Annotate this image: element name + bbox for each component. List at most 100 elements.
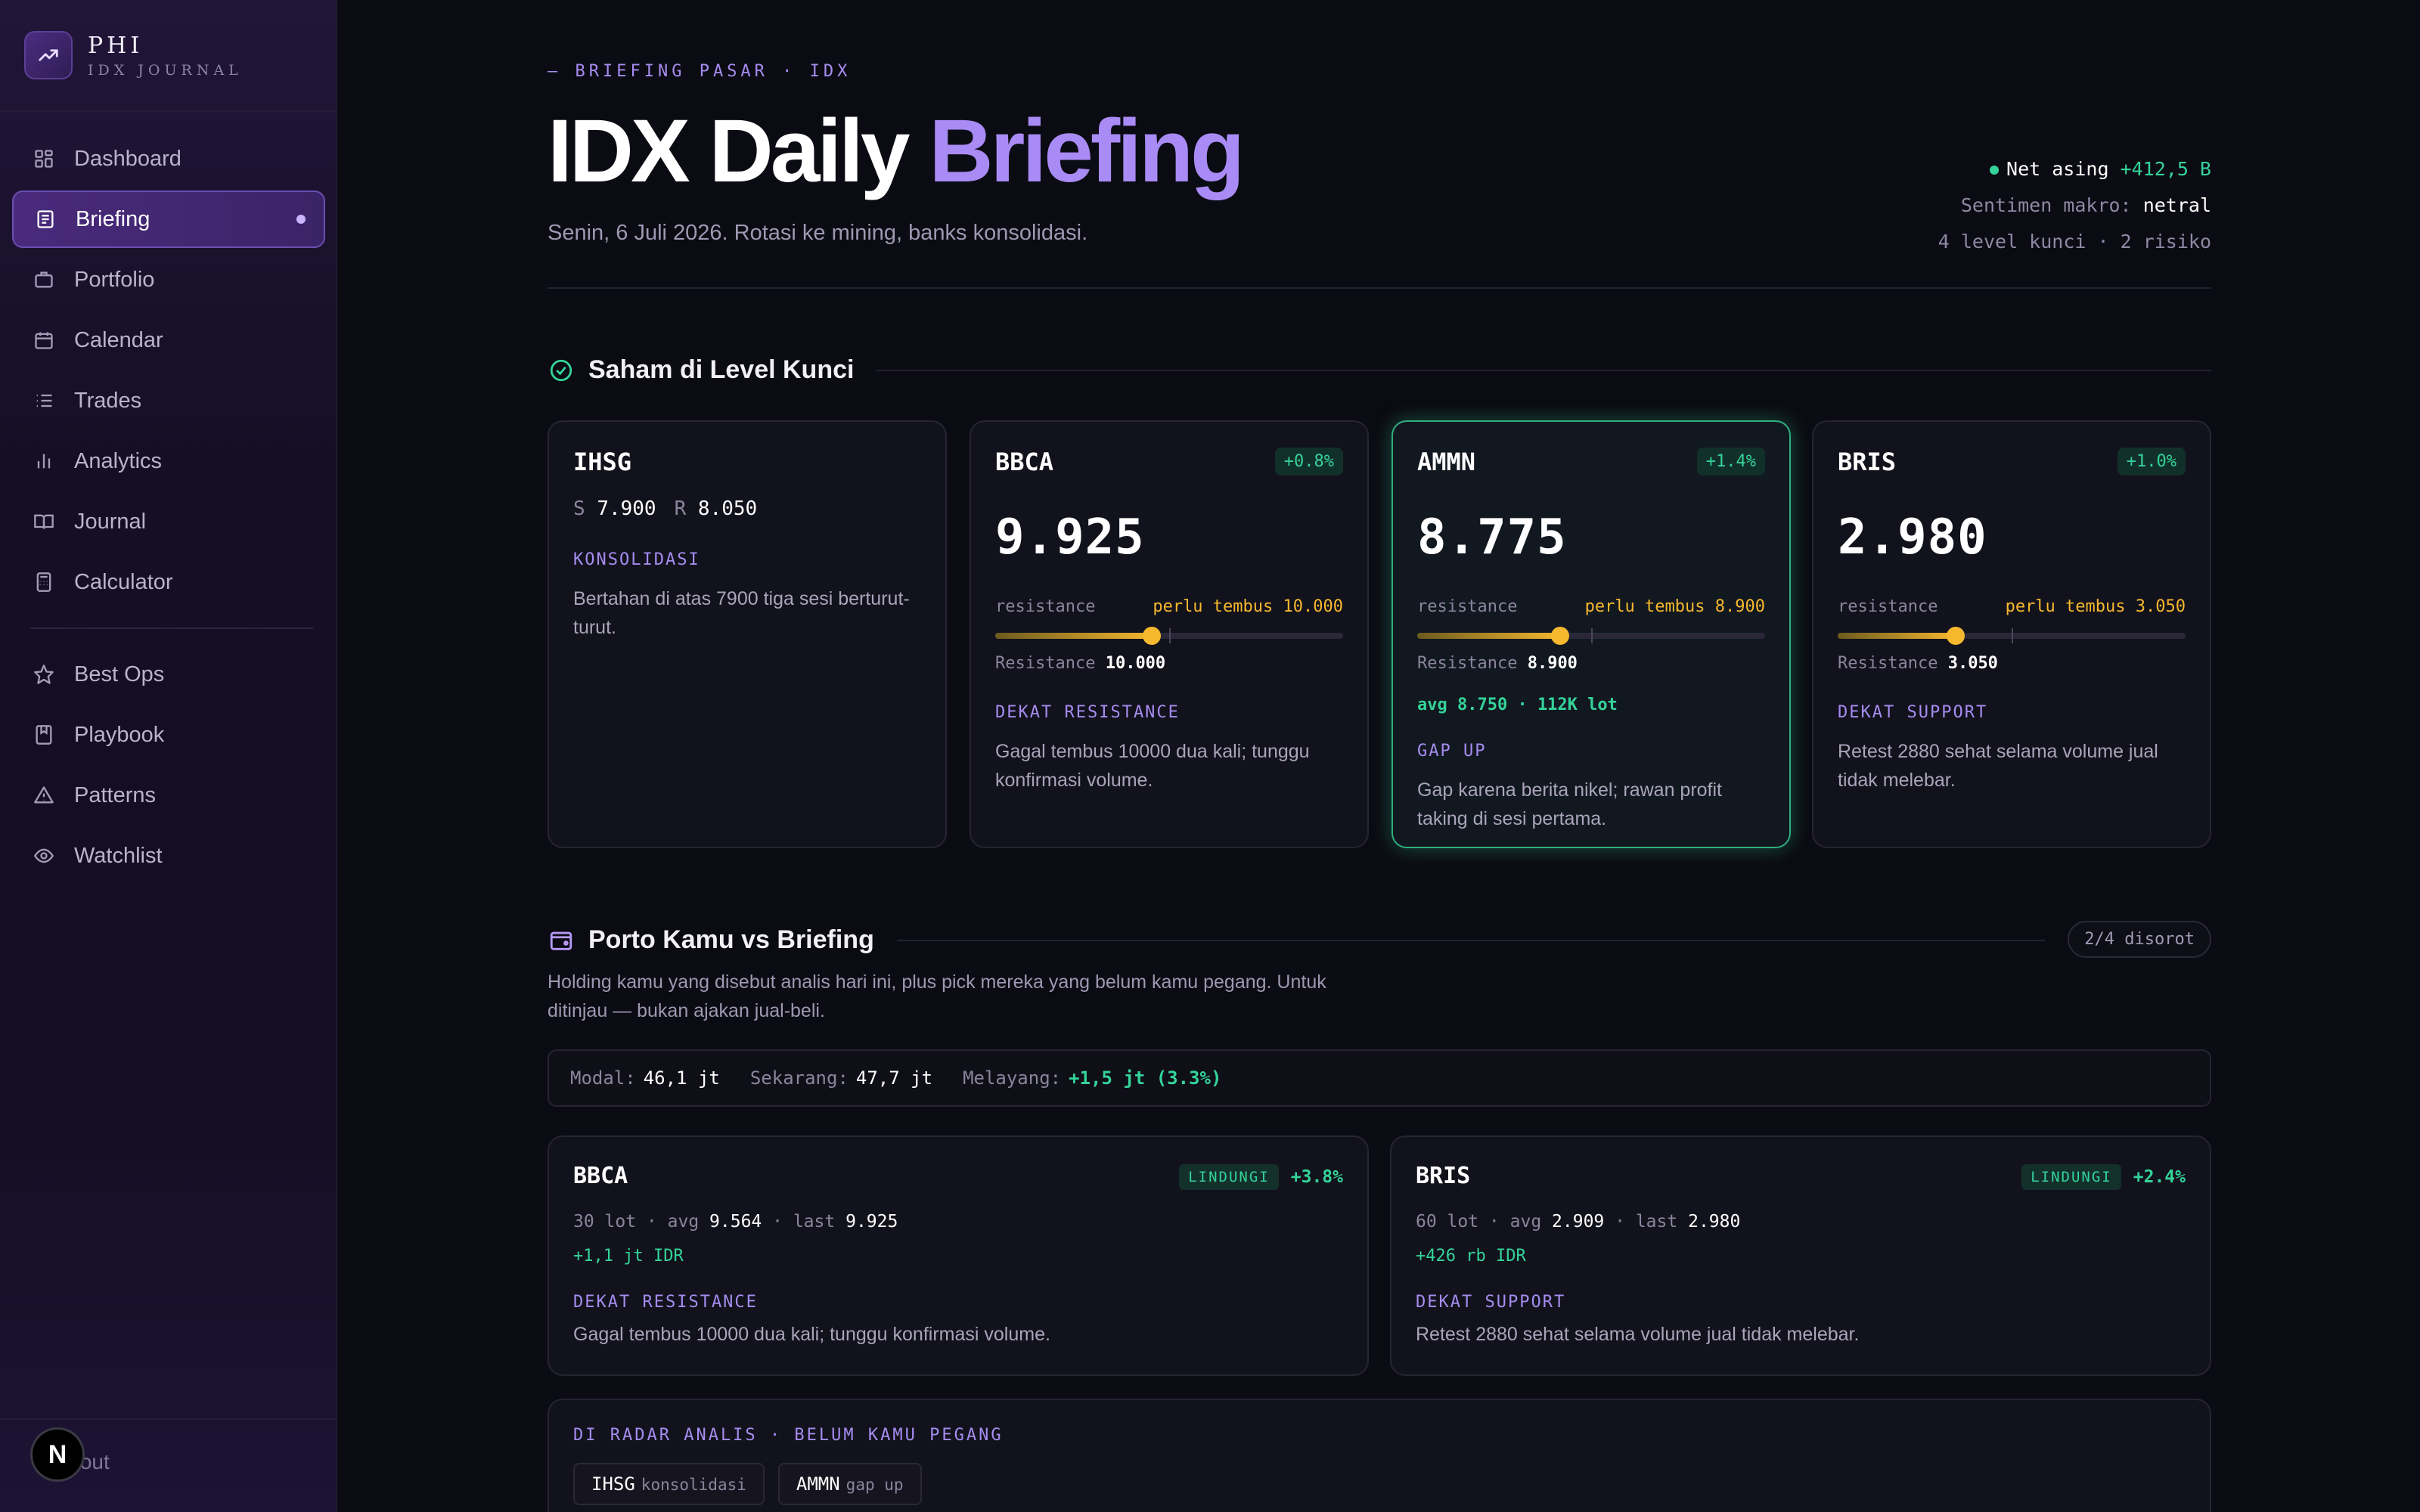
sidebar-item-patterns[interactable]: Patterns [12,767,325,824]
protect-badge: LINDUNGI [2021,1164,2121,1190]
price: 8.775 [1417,510,1567,565]
progress-knob [1947,627,1965,645]
sidebar-item-label: Playbook [74,722,165,747]
eye-icon [32,844,56,868]
check-circle-icon [548,357,575,384]
progress-tick [1591,628,1593,643]
setup-description: Bertahan di atas 7900 tiga sesi berturut… [573,588,910,638]
level-card-ihsg[interactable]: IHSG S 7.900 R 8.050 KONSOLIDASI Bertahan… [548,420,947,848]
change-badge: +0.8% [1274,448,1343,476]
level-row: resistance perlu tembus 8.900 [1417,597,1765,616]
key-level-cards: IHSG S 7.900 R 8.050 KONSOLIDASI Bertahan… [548,420,2211,848]
setup-tag: DEKAT SUPPORT [1838,703,1988,722]
setup-description: Gagal tembus 10000 dua kali; tunggu konf… [573,1324,1050,1345]
sidebar-item-briefing[interactable]: Briefing [12,191,325,248]
warning-triangle-icon [32,783,56,807]
section-title: Porto Kamu vs Briefing [588,925,874,954]
section-portfolio: Porto Kamu vs Briefing [548,925,2045,955]
level-row: resistance perlu tembus 10.000 [995,597,1343,616]
progress-fill [1838,633,1956,639]
price: 9.925 [995,510,1145,565]
sidebar-item-label: Calendar [74,327,163,352]
avg-volume: avg 8.750 · 112K lot [1417,696,1618,714]
sidebar-item-dashboard[interactable]: Dashboard [12,130,325,187]
level-card-ammn[interactable]: AMMN +1.4% 8.775 resistance perlu tembus … [1392,420,1791,848]
sidebar: PHI IDX JOURNAL Dashboard Briefing Portf… [0,0,337,1512]
position-details: 60 lot · avg 2.909 · last 2.980 [1416,1212,1741,1232]
progress-tick [1169,628,1171,643]
progress-tick [2012,628,2013,643]
sidebar-item-calendar[interactable]: Calendar [12,311,325,369]
star-icon [32,662,56,686]
brand-subtitle: IDX JOURNAL [88,61,243,79]
setup-description: Retest 2880 sehat selama volume jual tid… [1416,1324,1860,1345]
sidebar-item-label: Trades [74,388,142,413]
radar-chip-ammn[interactable]: AMMN gap up [777,1463,922,1505]
nav-divider [30,627,313,629]
divider [896,939,2045,941]
resistance-value: Resistance 3.050 [1838,654,1998,673]
gain-pct: +2.4% [2133,1167,2186,1187]
status-dot [1990,166,2000,175]
setup-tag: DEKAT SUPPORT [1416,1293,1566,1312]
active-indicator-dot [296,215,306,224]
level-progress-bar [1417,627,1765,645]
level-card-bris[interactable]: BRIS +1.0% 2.980 resistance perlu tembus … [1812,420,2211,848]
net-foreign: Net asing +412,5 B [1938,151,2211,187]
progress-fill [1417,633,1560,639]
progress-knob [1143,627,1161,645]
sidebar-item-analytics[interactable]: Analytics [12,432,325,490]
sidebar-item-label: Journal [74,509,147,534]
sidebar-item-portfolio[interactable]: Portfolio [12,251,325,308]
resistance-value: Resistance 8.900 [1417,654,1578,673]
sidebar-item-calculator[interactable]: Calculator [12,553,325,611]
trending-up-icon [24,31,73,79]
setup-tag: GAP UP [1417,742,1487,761]
setup-tag: KONSOLIDASI [573,550,700,569]
page-subtitle: Senin, 6 Juli 2026. Rotasi ke mining, ba… [548,221,1088,245]
page-kicker: — BRIEFING PASAR · IDX [548,62,852,81]
change-badge: +1.4% [1696,448,1765,476]
protect-badge: LINDUNGI [1179,1164,1279,1190]
sidebar-item-best-ops[interactable]: Best Ops [12,646,325,703]
sidebar-item-label: Analytics [74,448,163,473]
brand[interactable]: PHI IDX JOURNAL [24,30,243,80]
progress-knob [1550,627,1569,645]
newspaper-icon [33,207,57,231]
ticker: AMMN [1417,448,1476,476]
bar-chart-icon [32,449,56,473]
divider [0,110,337,112]
section-title: Saham di Level Kunci [588,355,855,384]
sidebar-item-label: Patterns [74,782,156,807]
calendar-icon [32,328,56,352]
sidebar-item-journal[interactable]: Journal [12,493,325,550]
bookmark-book-icon [32,723,56,747]
list-icon [32,389,56,413]
level-card-bbca[interactable]: BBCA +0.8% 9.925 resistance perlu tembus … [970,420,1369,848]
sidebar-item-label: Briefing [76,206,150,231]
radar-title: DI RADAR ANALIS · BELUM KAMU PEGANG [573,1426,1004,1445]
setup-description: Retest 2880 sehat selama volume jual tid… [1838,741,2158,791]
n-badge[interactable]: N [30,1427,85,1482]
calculator-icon [32,570,56,594]
sidebar-item-label: Watchlist [74,843,163,868]
level-progress-bar [995,627,1343,645]
divider [0,1418,337,1420]
sidebar-item-label: Best Ops [74,662,165,686]
radar-chip-ihsg[interactable]: IHSG konsolidasi [573,1463,765,1505]
book-icon [32,510,56,534]
pnl-value: +1,1 jt IDR [573,1247,684,1266]
briefing-summary: 4 level kunci · 2 risiko [1938,231,2211,253]
holding-card-bbca[interactable]: BBCA LINDUNGI +3.8% 30 lot · avg 9.564 · … [548,1136,1369,1376]
support-resistance: S 7.900 R 8.050 [573,497,758,520]
divider [876,369,2211,371]
sidebar-item-trades[interactable]: Trades [12,372,325,429]
holding-card-bris[interactable]: BRIS LINDUNGI +2.4% 60 lot · avg 2.909 · … [1390,1136,2211,1376]
sidebar-item-playbook[interactable]: Playbook [12,706,325,764]
setup-tag: DEKAT RESISTANCE [573,1293,758,1312]
sidebar-item-label: Calculator [74,569,173,594]
pnl-value: +426 rb IDR [1416,1247,1526,1266]
briefcase-icon [32,268,56,292]
sidebar-item-watchlist[interactable]: Watchlist [12,827,325,885]
section-key-levels: Saham di Level Kunci [548,355,2211,385]
